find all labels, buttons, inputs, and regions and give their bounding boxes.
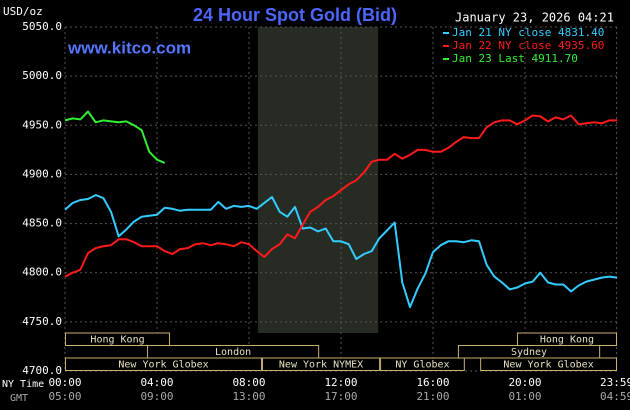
y-tick-label: 4900.0 (22, 167, 62, 180)
x2-axis-label: GMT (10, 393, 28, 404)
plot-back (64, 26, 618, 372)
x2-tick-label: 13:00 (232, 390, 265, 403)
x-tick-label: 12:00 (324, 376, 357, 389)
y-tick-label: 5000.0 (22, 69, 62, 82)
x2-tick-label: 01:00 (508, 390, 541, 403)
session-label: London (215, 347, 251, 358)
x-tick-label: 16:00 (416, 376, 449, 389)
y-tick-label: 4950.0 (22, 118, 62, 131)
legend-label: Jan 23 Last 4911.70 (452, 52, 578, 65)
shaded-session (257, 27, 379, 333)
y-tick-label: 4700.0 (22, 364, 62, 377)
y-axis-label: USD/oz (3, 5, 43, 18)
x-tick-label: 23:59 (600, 376, 630, 389)
legend-label: Jan 22 NY close 4935.60 (452, 39, 604, 52)
x-tick-label: 20:00 (508, 376, 541, 389)
date-stamp: January 23, 2026 04:21 (455, 11, 614, 25)
legend-label: Jan 21 NY close 4831.40 (452, 26, 604, 39)
session-label: Hong Kong (90, 335, 144, 346)
session-box (262, 357, 381, 371)
session-label: New York Globex (503, 360, 593, 371)
session-box (380, 357, 465, 371)
session-box (65, 357, 263, 371)
x-tick-label: 00:00 (48, 376, 81, 389)
x-tick-label: 04:00 (140, 376, 173, 389)
session-label: New York Globex (118, 360, 208, 371)
x-axis-label: NY Time (2, 379, 44, 390)
x2-tick-label: 05:00 (48, 390, 81, 403)
session-box (65, 332, 171, 346)
chart-title: 24 Hour Spot Gold (Bid) (193, 5, 397, 25)
session-label: Hong Kong (540, 335, 594, 346)
y-tick-label: 5050.0 (22, 20, 62, 33)
y-tick-label: 4800.0 (22, 266, 62, 279)
session-label: NY Globex (395, 360, 449, 371)
x2-tick-label: 04:59 (600, 390, 630, 403)
x2-tick-label: 09:00 (140, 390, 173, 403)
session-label: Sydney (511, 347, 547, 358)
y-tick-label: 4750.0 (22, 315, 62, 328)
x2-tick-label: 17:00 (324, 390, 357, 403)
session-label: New York NYMEX (279, 360, 363, 371)
price-line (64, 110, 166, 164)
watermark: www.kitco.com (67, 38, 191, 57)
price-line (64, 114, 617, 278)
session-box (480, 357, 617, 371)
x2-tick-label: 21:00 (416, 390, 449, 403)
y-tick-label: 4850.0 (22, 217, 62, 230)
price-line (64, 194, 618, 309)
x-tick-label: 08:00 (232, 376, 265, 389)
